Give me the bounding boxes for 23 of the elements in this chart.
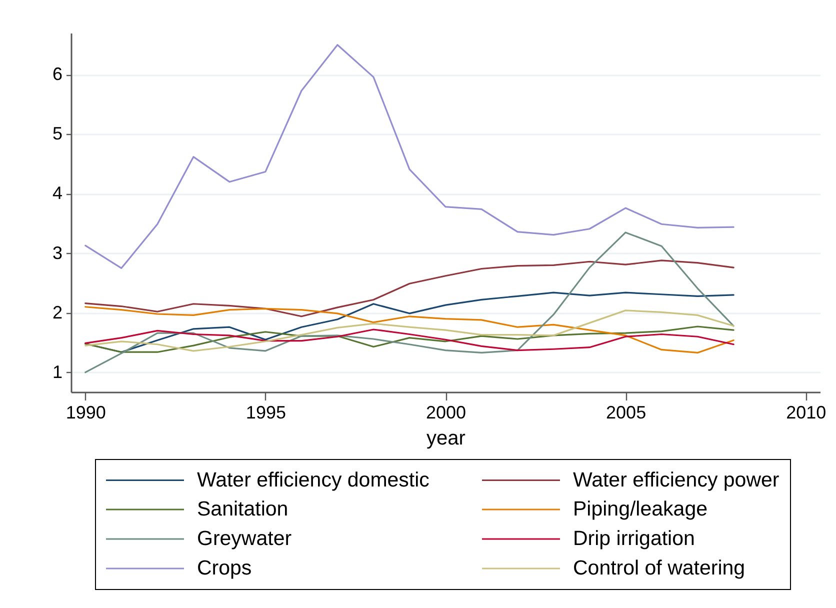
x-tick-label: 1990 — [66, 402, 106, 422]
legend-label: Sanitation — [197, 498, 288, 520]
x-tick-label: 1995 — [246, 402, 286, 422]
line-series — [84, 232, 734, 374]
y-tick-label: 1 — [52, 362, 62, 382]
x-tick-label: 2010 — [786, 402, 826, 422]
y-tick-label: 3 — [52, 242, 62, 263]
x-tick-label: 2000 — [426, 402, 466, 422]
y-tick-label: 5 — [52, 124, 62, 144]
legend-label: Water efficiency domestic — [197, 468, 430, 492]
y-tick-label: 6 — [52, 64, 62, 84]
line-series — [84, 44, 734, 269]
y-tick-label: 2 — [52, 302, 62, 322]
y-tick-label: 4 — [52, 183, 62, 204]
legend-label: Water efficiency power — [573, 468, 780, 492]
x-axis-title: year — [426, 428, 466, 450]
legend-label: Control of watering — [573, 556, 746, 580]
legend-label: Crops — [197, 556, 252, 580]
line-series — [84, 260, 734, 318]
legend-label: Drip irrigation — [573, 527, 695, 550]
legend-label: Greywater — [197, 527, 292, 550]
legend-label: Piping/leakage — [573, 498, 708, 520]
x-tick-label: 2005 — [606, 402, 646, 422]
